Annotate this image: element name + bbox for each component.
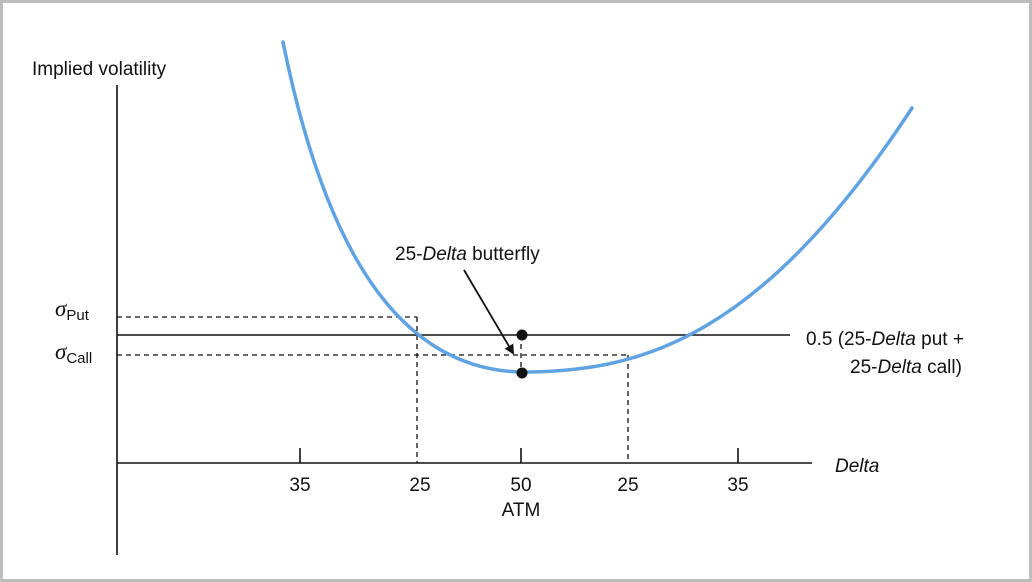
x-tick-label-35-left: 35 xyxy=(289,475,310,496)
average-point xyxy=(516,329,528,341)
x-tick-label-35-right: 35 xyxy=(727,475,748,496)
x-tick-label-25-left: 25 xyxy=(409,475,430,496)
volatility-smile-curve xyxy=(281,40,914,374)
butterfly-arrow xyxy=(463,269,515,355)
x-tick-label-25-right: 25 xyxy=(617,475,638,496)
sigma-call-label: σCall xyxy=(55,339,92,367)
sigma-put-label: σPut xyxy=(55,296,90,324)
x-axis-title: Delta xyxy=(835,456,879,477)
atm-point xyxy=(516,367,528,379)
average-label-line1: 0.5 (25-Delta put + xyxy=(806,329,964,350)
average-label-line2: 25-Delta call) xyxy=(850,357,962,378)
atm-label: ATM xyxy=(502,500,541,521)
x-tick-label-50: 50 xyxy=(510,475,531,496)
y-axis-title: Implied volatility xyxy=(32,59,167,80)
butterfly-label: 25-Delta butterfly xyxy=(395,244,540,265)
